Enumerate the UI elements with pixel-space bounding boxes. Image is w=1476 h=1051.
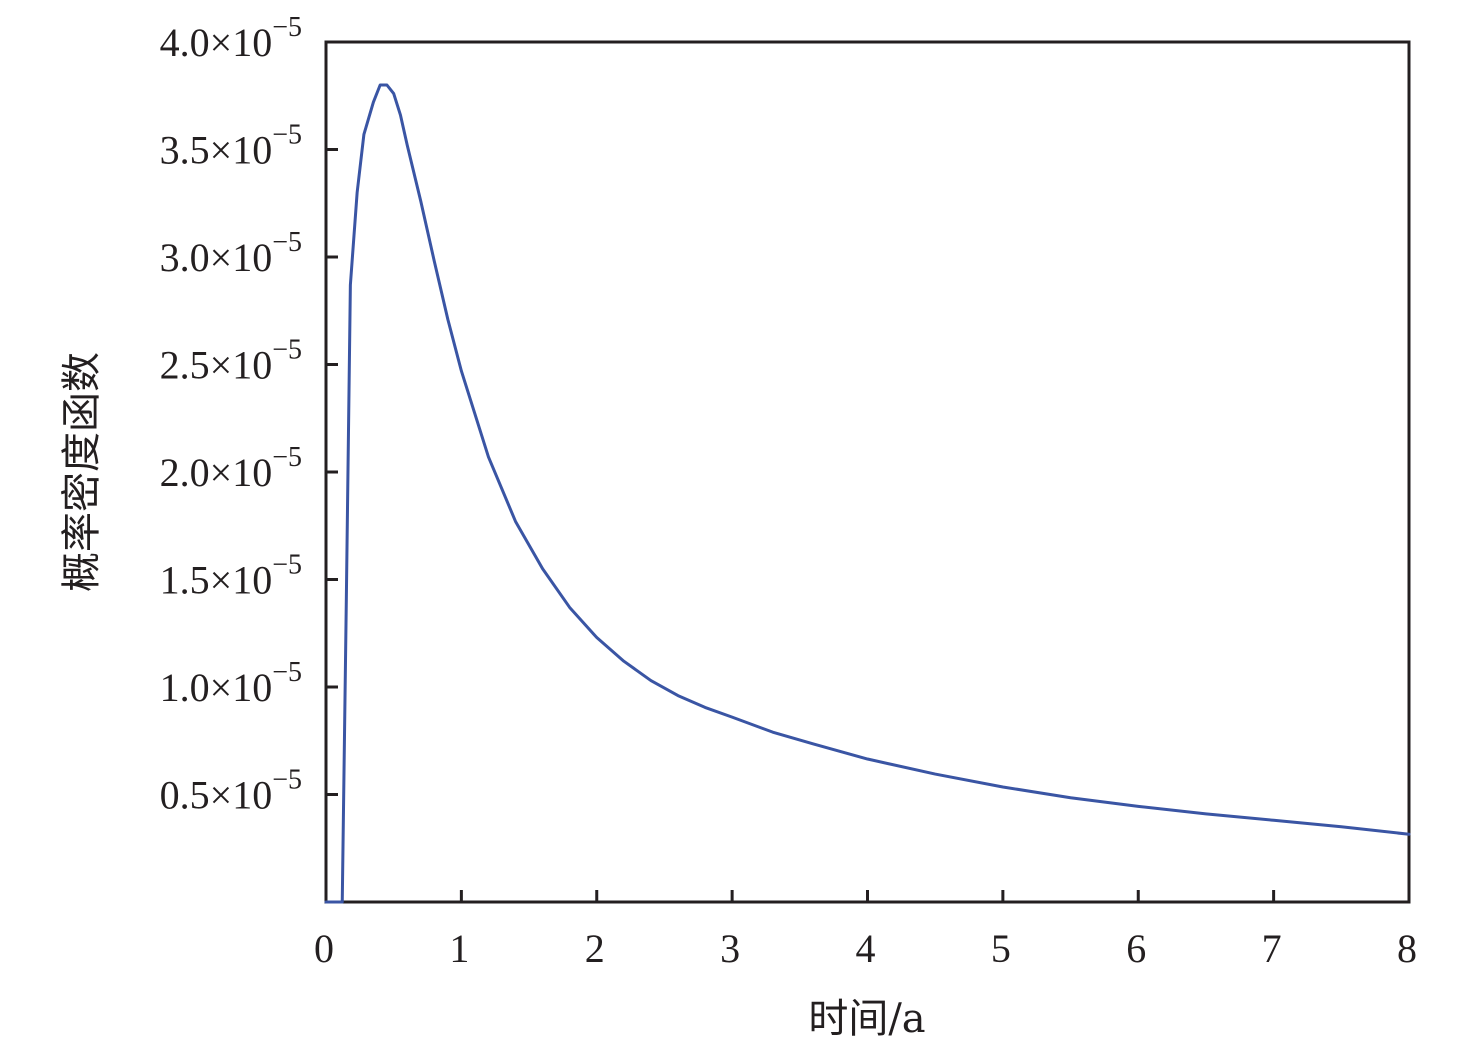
y-tick-label: 1.5×10−5 xyxy=(160,550,302,603)
y-tick-label: 1.0×10−5 xyxy=(160,657,302,710)
y-axis-ticks: 0.5×10−5 1.0×10−5 1.5×10−5 2.0×10−5 2.5×10−5… xyxy=(160,12,338,818)
plot-frame xyxy=(324,40,1411,904)
x-tick-label: 1 xyxy=(449,926,469,971)
x-tick-label: 7 xyxy=(1262,926,1282,971)
x-tick-label: 0 xyxy=(314,926,334,971)
y-tick-label: 2.5×10−5 xyxy=(160,335,302,388)
x-tick-label: 2 xyxy=(585,926,605,971)
x-tick-label: 6 xyxy=(1126,926,1146,971)
y-tick-label: 4.0×10−5 xyxy=(160,12,302,65)
x-tick-label: 4 xyxy=(856,926,876,971)
x-axis-ticks: 0 1 2 3 4 5 6 7 8 xyxy=(314,890,1417,971)
series-line xyxy=(324,83,1411,904)
y-tick-label: 2.0×10−5 xyxy=(160,442,302,495)
y-tick-label: 3.0×10−5 xyxy=(160,227,302,280)
y-tick-label: 0.5×10−5 xyxy=(160,765,302,818)
x-tick-label: 3 xyxy=(720,926,740,971)
x-axis-label: 时间/a xyxy=(808,996,925,1042)
x-tick-label: 8 xyxy=(1397,926,1417,971)
y-axis-label: 概率密度函数 xyxy=(59,352,105,592)
y-tick-label: 3.5×10−5 xyxy=(160,120,302,173)
x-tick-label: 5 xyxy=(991,926,1011,971)
series-group xyxy=(324,83,1411,904)
